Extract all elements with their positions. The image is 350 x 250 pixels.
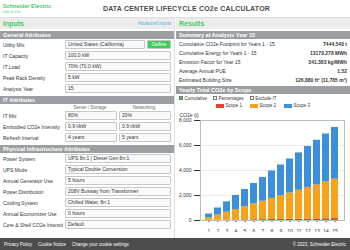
html-text:Cumulative Energy for Years 1: Cumulative Energy for Years 1 - 15 xyxy=(179,49,257,56)
html-text:Refresh Interval: Refresh Interval xyxy=(3,134,39,141)
svg-text:6: 6 xyxy=(253,228,256,232)
html-text:IT Mix: IT Mix xyxy=(3,112,17,119)
html-text:Cumulative CO2e Footprint for: Cumulative CO2e Footprint for Years 1 - … xyxy=(179,40,275,47)
html-text:Schneider Electric: Schneider Electric xyxy=(3,2,51,9)
html-text:Emission Factor for Year 15: Emission Factor for Year 15 xyxy=(179,58,241,65)
html-text:Exclude IT: Exclude IT xyxy=(255,95,277,101)
html-text:UPS Mode: UPS Mode xyxy=(3,166,28,173)
html-text:1.52: 1.52 xyxy=(337,67,347,74)
html-text:Yearly Total CO2e by Scope: Yearly Total CO2e by Scope xyxy=(179,87,252,93)
html-text:Scope 1: Scope 1 xyxy=(225,103,242,108)
html-text:15: 15 xyxy=(68,85,74,91)
html-text:341.383 kg/MWh: 341.383 kg/MWh xyxy=(308,58,347,65)
svg-text:13: 13 xyxy=(314,228,320,232)
html-text:IT Attributes: IT Attributes xyxy=(3,97,36,103)
html-text:Networking: Networking xyxy=(132,104,156,110)
svg-text:8,000: 8,000 xyxy=(179,117,192,124)
html-text:Power Distribution: Power Distribution xyxy=(3,188,44,195)
svg-text:8: 8 xyxy=(271,228,274,232)
html-text:13170.278 MWh: 13170.278 MWh xyxy=(310,49,347,56)
html-text:Change your cookie settings: Change your cookie settings xyxy=(72,241,129,247)
svg-text:4: 4 xyxy=(235,228,238,232)
svg-text:6,000: 6,000 xyxy=(179,142,192,148)
html-text:0.9 t/kW: 0.9 t/kW xyxy=(68,123,87,129)
html-text:Annual Generator Use: Annual Generator Use xyxy=(3,177,53,184)
html-text:80%: 80% xyxy=(68,112,78,118)
html-text:UPS 8n:1 | Diesel Gen 8n:1: UPS 8n:1 | Diesel Gen 8n:1 xyxy=(68,155,130,161)
html-text:Chilled Water, 8n:1: Chilled Water, 8n:1 xyxy=(68,199,111,205)
html-text:Define: Define xyxy=(151,41,167,47)
html-text:Cookie Notice: Cookie Notice xyxy=(38,241,66,247)
html-text:IT Load: IT Load xyxy=(3,63,20,70)
svg-text:2: 2 xyxy=(217,228,220,232)
html-text:70% (70.0 kW): 70% (70.0 kW) xyxy=(68,63,102,69)
html-text:5 years: 5 years xyxy=(122,134,139,140)
html-text:100.0 kW: 100.0 kW xyxy=(68,52,90,58)
svg-text:15: 15 xyxy=(332,228,338,232)
html-text:IT Capacity: IT Capacity xyxy=(3,52,29,59)
html-text:Typical Double Conversion: Typical Double Conversion xyxy=(68,166,128,172)
html-text:Scope 2: Scope 2 xyxy=(259,103,276,108)
html-text:Cooling System: Cooling System xyxy=(3,199,38,206)
html-text:United States (California): United States (California) xyxy=(68,41,124,47)
html-text:Annual Economizer Use: Annual Economizer Use xyxy=(3,210,57,217)
html-text:Scope 3: Scope 3 xyxy=(293,103,310,108)
html-text:4 years: 4 years xyxy=(68,134,85,140)
svg-text:0: 0 xyxy=(189,217,192,223)
html-text:Utility Mix: Utility Mix xyxy=(3,41,25,48)
html-text:20%: 20% xyxy=(122,112,132,118)
html-text:Server / Storage: Server / Storage xyxy=(73,104,107,110)
svg-text:5: 5 xyxy=(244,228,247,232)
svg-text:9: 9 xyxy=(280,228,283,232)
svg-text:14: 14 xyxy=(323,228,329,232)
html-text:Default: Default xyxy=(68,221,84,227)
html-text:Analysis Year: Analysis Year xyxy=(3,85,33,92)
html-text:208V Busway from Transformer: 208V Busway from Transformer xyxy=(68,188,139,194)
html-text:Estimated Building Size: Estimated Building Size xyxy=(179,76,232,83)
html-text:Embodied CO2e Intensity: Embodied CO2e Intensity xyxy=(3,123,60,130)
html-text:7444.540 t: 7444.540 t xyxy=(323,40,347,47)
svg-text:10: 10 xyxy=(287,228,293,232)
svg-text:11: 11 xyxy=(296,228,301,232)
svg-text:12: 12 xyxy=(305,228,311,232)
html-text:Percentages: Percentages xyxy=(218,95,244,101)
html-text:General Attributes: General Attributes xyxy=(3,32,51,38)
html-text:0 hours: 0 hours xyxy=(68,210,85,216)
svg-text:2,000: 2,000 xyxy=(179,192,192,198)
html-text:Power System: Power System xyxy=(3,155,36,162)
html-text:Life Is On: Life Is On xyxy=(3,8,21,14)
html-text:Advanced inputs: Advanced inputs xyxy=(137,21,171,26)
html-text:Peak Rack Density: Peak Rack Density xyxy=(3,74,46,81)
html-text:© 2023, Schneider Electric: © 2023, Schneider Electric xyxy=(292,241,346,247)
svg-text:4,000: 4,000 xyxy=(179,167,192,173)
html-text:Average Annual PUE: Average Annual PUE xyxy=(179,67,226,74)
html-text:Results: Results xyxy=(179,20,205,27)
html-text:DATA CENTER LIFECYCLE CO2e CAL: DATA CENTER LIFECYCLE CO2e CALCULATOR xyxy=(102,5,271,12)
svg-text:CO2e (t): CO2e (t) xyxy=(180,112,200,118)
svg-text:7: 7 xyxy=(262,228,265,232)
html-text:Inputs: Inputs xyxy=(3,20,24,27)
svg-text:3: 3 xyxy=(226,228,229,232)
html-text:Physical Infrastructure Attrib: Physical Infrastructure Attributes xyxy=(3,146,90,152)
html-text:5 hours: 5 hours xyxy=(68,177,85,183)
html-text:Summary at Analysis Year 15: Summary at Analysis Year 15 xyxy=(179,32,256,38)
html-text:126,880 ft² (11,785 m²): 126,880 ft² (11,785 m²) xyxy=(295,76,347,83)
html-text:Privacy Policy: Privacy Policy xyxy=(4,241,32,247)
html-text:Cumulative: Cumulative xyxy=(184,95,207,101)
html-text:5 kW: 5 kW xyxy=(68,74,80,80)
html-text:0.9 t/kW: 0.9 t/kW xyxy=(122,123,141,129)
svg-text:1: 1 xyxy=(208,228,211,232)
